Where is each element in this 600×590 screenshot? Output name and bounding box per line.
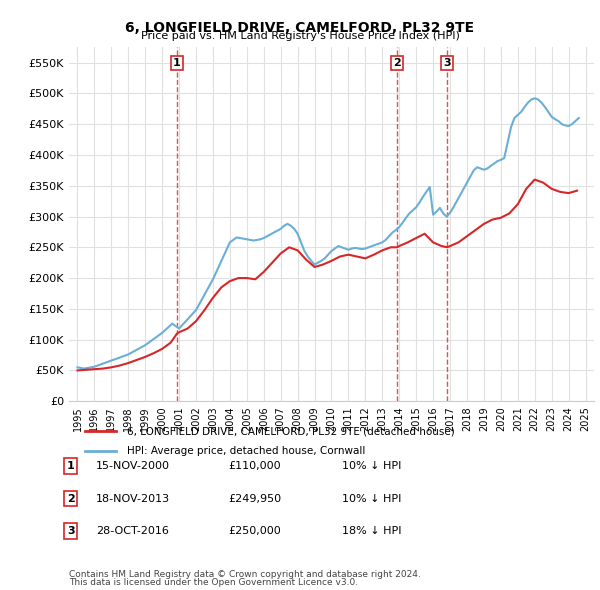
Text: 1: 1 — [173, 58, 181, 68]
Text: Contains HM Land Registry data © Crown copyright and database right 2024.: Contains HM Land Registry data © Crown c… — [69, 571, 421, 579]
Text: 2: 2 — [394, 58, 401, 68]
Text: 2: 2 — [67, 494, 74, 503]
Text: 6, LONGFIELD DRIVE, CAMELFORD, PL32 9TE (detached house): 6, LONGFIELD DRIVE, CAMELFORD, PL32 9TE … — [127, 427, 455, 436]
Text: 15-NOV-2000: 15-NOV-2000 — [96, 461, 170, 471]
Text: 10% ↓ HPI: 10% ↓ HPI — [342, 494, 401, 503]
Text: £250,000: £250,000 — [228, 526, 281, 536]
Text: HPI: Average price, detached house, Cornwall: HPI: Average price, detached house, Corn… — [127, 446, 365, 455]
Text: 18% ↓ HPI: 18% ↓ HPI — [342, 526, 401, 536]
Text: 3: 3 — [67, 526, 74, 536]
Text: 10% ↓ HPI: 10% ↓ HPI — [342, 461, 401, 471]
Text: 1: 1 — [67, 461, 74, 471]
Text: This data is licensed under the Open Government Licence v3.0.: This data is licensed under the Open Gov… — [69, 578, 358, 587]
Text: 28-OCT-2016: 28-OCT-2016 — [96, 526, 169, 536]
Text: £249,950: £249,950 — [228, 494, 281, 503]
Text: £110,000: £110,000 — [228, 461, 281, 471]
Text: 18-NOV-2013: 18-NOV-2013 — [96, 494, 170, 503]
Text: 3: 3 — [443, 58, 451, 68]
Text: Price paid vs. HM Land Registry's House Price Index (HPI): Price paid vs. HM Land Registry's House … — [140, 31, 460, 41]
Text: 6, LONGFIELD DRIVE, CAMELFORD, PL32 9TE: 6, LONGFIELD DRIVE, CAMELFORD, PL32 9TE — [125, 21, 475, 35]
